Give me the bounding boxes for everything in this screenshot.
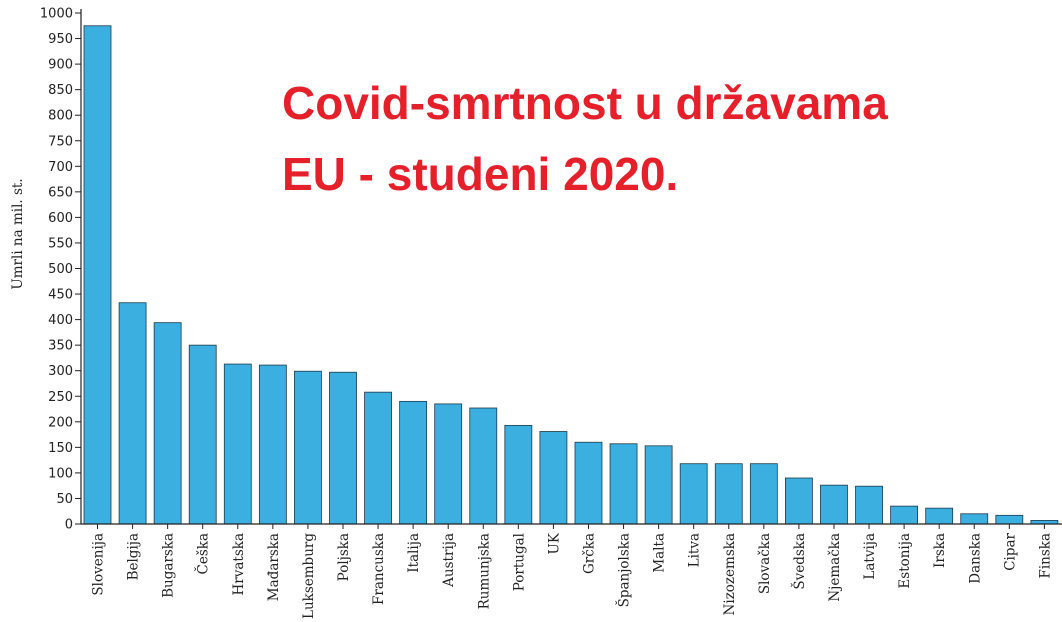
- x-tick-label: Malta: [652, 533, 668, 573]
- x-tick-label: Španjolska: [616, 533, 633, 607]
- bar-njemačka: [820, 484, 848, 525]
- bar-mađarska: [258, 364, 287, 525]
- bar-portugal: [504, 424, 533, 525]
- y-tick-label: 750: [48, 134, 73, 149]
- x-tick-label: Litva: [687, 533, 703, 567]
- bar-italija: [399, 400, 428, 525]
- y-tick-label: 500: [48, 262, 73, 277]
- bar-luksemburg: [294, 370, 322, 525]
- y-tick-label: 700: [48, 160, 73, 175]
- y-tick-label: 550: [48, 236, 73, 251]
- y-tick-label: 400: [48, 313, 73, 328]
- bar-irska: [925, 507, 954, 525]
- x-tick-label: Slovenija: [91, 533, 107, 596]
- y-tick-label: 600: [48, 211, 73, 226]
- bar-cipar: [995, 514, 1024, 525]
- bar-latvija: [855, 485, 883, 525]
- x-tick-label: Cipar: [1002, 532, 1018, 570]
- bar-rumunjska: [469, 407, 498, 525]
- x-tick-label: Finska: [1037, 533, 1053, 579]
- x-tick-label: Mađarska: [266, 533, 282, 601]
- x-tick-label: Luksemburg: [301, 533, 317, 619]
- x-tick-label: Češka: [195, 533, 212, 574]
- x-tick-label: Latvija: [862, 533, 878, 580]
- x-tick-label: Poljska: [336, 533, 352, 581]
- bar-estonija: [890, 505, 919, 525]
- x-tick-label: UK: [546, 532, 562, 554]
- x-tick-label: Bugarska: [161, 533, 177, 598]
- bars: [83, 25, 1059, 525]
- x-tick-label: Rumunjska: [476, 533, 492, 609]
- y-tick-label: 250: [48, 390, 73, 405]
- bar-grčka: [574, 441, 603, 525]
- bar-švedska: [785, 477, 813, 525]
- x-tick-label: Danska: [967, 533, 983, 584]
- bar-hrvatska: [223, 363, 252, 525]
- y-tick-label: 650: [48, 185, 73, 200]
- y-tick-label: 450: [48, 288, 73, 303]
- x-tick-label: Hrvatska: [231, 533, 247, 595]
- x-tick-label: Francuska: [371, 533, 387, 605]
- y-tick-label: 850: [48, 83, 73, 98]
- y-axis-title: Umrli na mil. st.: [10, 178, 26, 289]
- y-tick-label: 150: [48, 441, 73, 456]
- y-tick-label: 300: [48, 364, 73, 379]
- y-tick-label: 800: [48, 109, 73, 124]
- x-tick-label: Irska: [932, 533, 948, 568]
- bar-danska: [960, 513, 989, 525]
- bar-litva: [679, 463, 708, 525]
- bar-malta: [644, 445, 673, 525]
- x-tick-label: Švedska: [791, 533, 808, 590]
- chart-title-line-2: EU - studeni 2020.: [282, 148, 678, 200]
- bar-slovenija: [83, 25, 112, 525]
- y-tick-label: 0: [65, 518, 73, 533]
- x-axis: Slovenija Belgija Bugarska Češka Hrvatska Mađ…: [81, 523, 1062, 619]
- bar-nizozemska: [714, 463, 743, 525]
- bar-austrija: [434, 403, 463, 525]
- y-tick-label: 900: [48, 58, 73, 73]
- y-tick-label: 100: [48, 466, 73, 481]
- y-tick-label: 1000: [40, 7, 73, 22]
- bar-slovačka: [749, 463, 778, 525]
- y-tick-label: 200: [48, 415, 73, 430]
- y-tick-label: 950: [48, 32, 73, 47]
- bar-uk: [539, 431, 568, 525]
- bar-francuska: [364, 391, 392, 525]
- x-tick-label: Austrija: [441, 533, 457, 588]
- bar-belgija: [118, 302, 147, 525]
- y-tick-label: 50: [56, 492, 73, 507]
- x-tick-label: Nizozemska: [722, 533, 738, 615]
- bar-češka: [188, 344, 217, 525]
- x-tick-label: Portugal: [511, 533, 527, 591]
- x-tick-label: Estonija: [897, 533, 913, 589]
- x-tick-label: Njemačka: [827, 533, 843, 602]
- y-axis: 0 50 100 150 200 250 300 350 400 450 500 550 600 650 7…: [40, 7, 82, 533]
- bar-poljska: [329, 371, 357, 525]
- y-tick-label: 350: [48, 339, 73, 354]
- x-tick-label: Belgija: [126, 533, 142, 580]
- bar-bugarska: [153, 322, 182, 525]
- bar-španjolska: [609, 443, 638, 525]
- chart-title-line-1: Covid-smrtnost u državama: [282, 77, 888, 129]
- x-tick-label: Grčka: [581, 533, 597, 574]
- x-tick-label: Slovačka: [757, 533, 773, 594]
- x-tick-label: Italija: [406, 533, 422, 573]
